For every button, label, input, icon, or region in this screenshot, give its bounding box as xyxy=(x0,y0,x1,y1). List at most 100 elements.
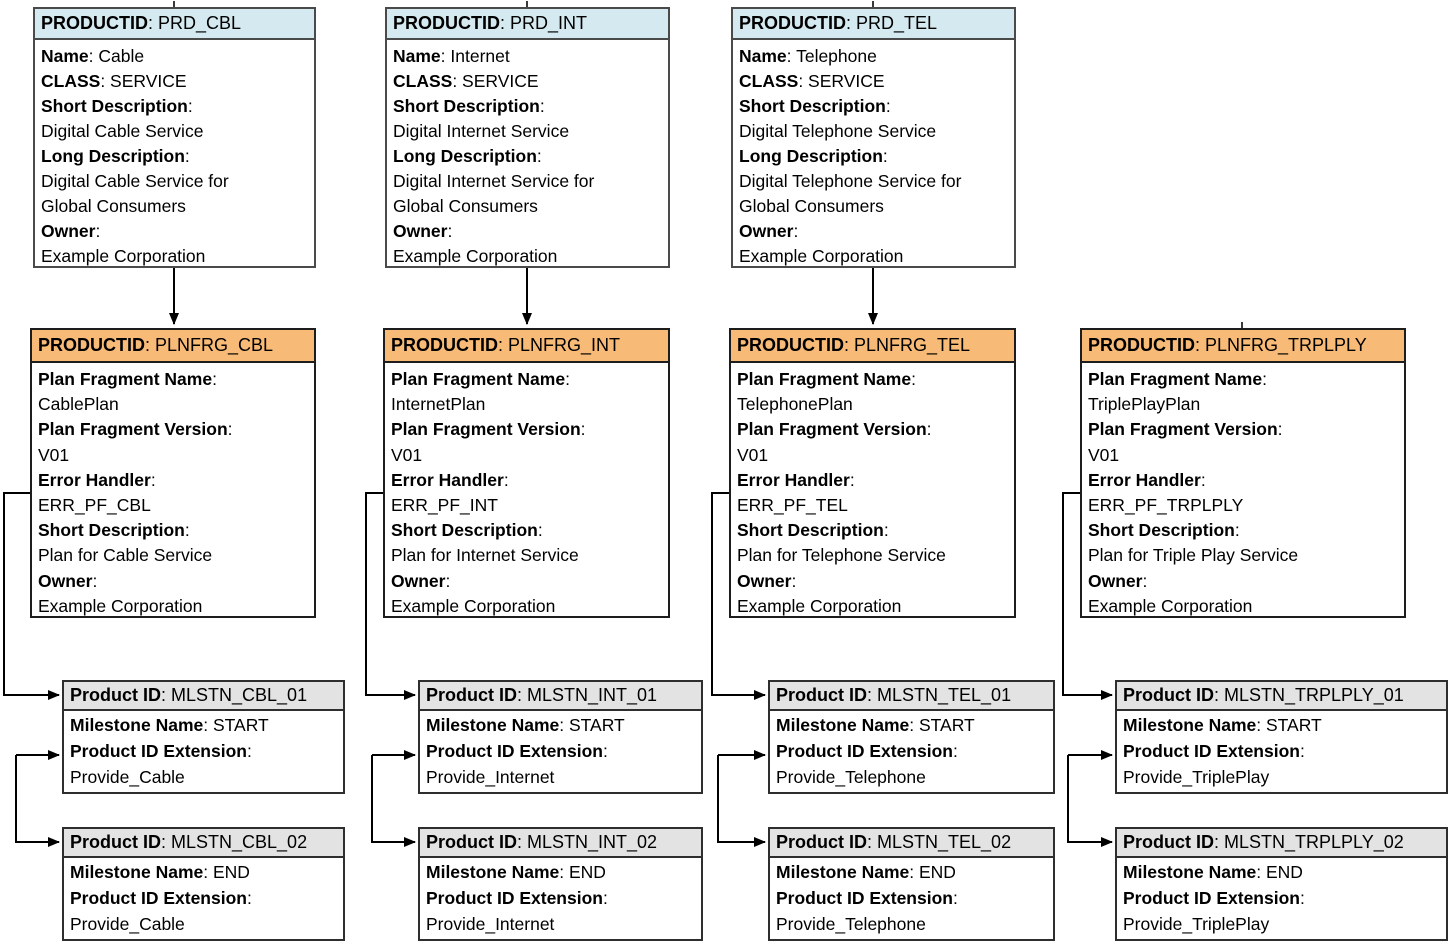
field-line: Long Description: xyxy=(739,144,1008,169)
field-value: Global Consumers xyxy=(41,196,186,216)
field-line: Milestone Name: START xyxy=(776,712,1047,738)
field-value: : PRD_TEL xyxy=(846,13,938,33)
field-value: Provide_Cable xyxy=(70,914,185,934)
field-label: Milestone Name xyxy=(776,715,910,735)
field-label: Error Handler xyxy=(391,469,504,490)
field-label: Owner xyxy=(393,221,448,241)
field-line: Plan Fragment Name: xyxy=(391,367,662,392)
field-value: : MLSTN_CBL_01 xyxy=(161,685,308,705)
field-line: Product ID Extension: xyxy=(1123,885,1440,911)
field-label: Product ID xyxy=(776,685,868,705)
field-value: Digital Telephone Service for xyxy=(739,171,962,191)
field-value: : END xyxy=(203,862,250,882)
milestone-header: Product ID: MLSTN_TRPLPLY_02 xyxy=(1117,829,1446,858)
field-line: Provide_Internet xyxy=(426,911,695,937)
milestone-box-mlstn-int-01: Product ID: MLSTN_INT_01 Milestone Name:… xyxy=(418,680,703,794)
field-line: Provide_Cable xyxy=(70,764,337,790)
field-value: Digital Cable Service for xyxy=(41,171,229,191)
field-value: : SERVICE xyxy=(452,71,539,91)
plan-fragment-box-plnfrg-int: PRODUCTID: PLNFRG_INT Plan Fragment Name… xyxy=(383,328,670,618)
field-value: : xyxy=(602,741,608,761)
field-value: : xyxy=(926,419,932,440)
field-label: Plan Fragment Name xyxy=(391,369,566,389)
field-value: : PLNFRG_INT xyxy=(498,335,621,355)
field-value: : MLSTN_INT_02 xyxy=(517,832,658,852)
field-label: Owner xyxy=(41,221,96,241)
field-value: Provide_Cable xyxy=(70,767,185,787)
field-label: Product ID Extension xyxy=(1123,888,1300,908)
field-line: Example Corporation xyxy=(38,594,308,619)
milestone-box-mlstn-cbl-01: Product ID: MLSTN_CBL_01 Milestone Name:… xyxy=(62,680,345,794)
field-value: : START xyxy=(559,715,625,735)
field-label: Milestone Name xyxy=(70,862,204,882)
field-line: Milestone Name: END xyxy=(70,859,337,885)
field-value: Example Corporation xyxy=(393,246,558,266)
field-value: : xyxy=(539,96,545,116)
field-label: PRODUCTID xyxy=(391,335,498,355)
field-label: Long Description xyxy=(739,146,883,166)
field-value: : END xyxy=(1256,862,1303,882)
field-line: Owner: xyxy=(391,569,662,594)
field-line: Name: Telephone xyxy=(739,44,1008,69)
field-line: Digital Internet Service for xyxy=(393,169,662,194)
field-value: : MLSTN_CBL_02 xyxy=(161,832,308,852)
field-label: Name xyxy=(41,46,89,66)
field-value: Digital Internet Service for xyxy=(393,171,595,191)
field-label: CLASS xyxy=(41,71,101,91)
field-line: Name: Cable xyxy=(41,44,308,69)
field-value: : xyxy=(911,369,916,389)
field-value: : xyxy=(883,520,889,541)
field-line: Milestone Name: END xyxy=(1123,859,1440,885)
field-label: Short Description xyxy=(391,520,538,541)
field-label: Plan Fragment Name xyxy=(1088,369,1263,389)
field-line: Product ID Extension: xyxy=(70,885,337,911)
field-line: Product ID Extension: xyxy=(426,738,695,764)
field-value: Plan for Triple Play Service xyxy=(1088,545,1299,566)
milestone-header: Product ID: MLSTN_INT_01 xyxy=(420,682,701,711)
field-line: V01 xyxy=(391,443,662,468)
field-value: Example Corporation xyxy=(739,246,904,266)
field-label: PRODUCTID xyxy=(393,13,500,33)
field-value: : xyxy=(503,469,509,490)
field-line: Example Corporation xyxy=(739,244,1008,269)
field-line: Owner: xyxy=(393,219,662,244)
field-line: ERR_PF_CBL xyxy=(38,493,308,518)
field-line: Provide_TriplePlay xyxy=(1123,764,1440,790)
field-label: PRODUCTID xyxy=(38,335,145,355)
field-label: Long Description xyxy=(41,146,185,166)
milestone-body: Milestone Name: END Product ID Extension… xyxy=(1117,858,1446,937)
field-value: ERR_PF_TRPLPLY xyxy=(1088,495,1244,516)
field-value: : PLNFRG_TRPLPLY xyxy=(1195,335,1367,355)
field-label: PRODUCTID xyxy=(41,13,148,33)
field-line: V01 xyxy=(737,443,1008,468)
field-label: Product ID Extension xyxy=(426,741,603,761)
field-value: Example Corporation xyxy=(391,595,556,616)
field-value: Provide_Internet xyxy=(426,767,555,787)
field-label: Product ID Extension xyxy=(776,888,953,908)
field-value: ERR_PF_INT xyxy=(391,495,498,516)
field-value: Digital Telephone Service xyxy=(739,121,937,141)
field-value: V01 xyxy=(38,444,70,465)
milestone-body: Milestone Name: START Product ID Extensi… xyxy=(64,711,343,790)
field-line: Provide_Telephone xyxy=(776,764,1047,790)
field-label: Short Description xyxy=(737,520,884,541)
plan-fragment-body: Plan Fragment Name: CablePlan Plan Fragm… xyxy=(32,363,314,619)
milestone-body: Milestone Name: END Product ID Extension… xyxy=(64,858,343,937)
field-label: Owner xyxy=(1088,570,1143,591)
product-body: Name: Cable CLASS: SERVICE Short Descrip… xyxy=(35,40,314,269)
field-label: Name xyxy=(393,46,441,66)
field-value: ERR_PF_CBL xyxy=(38,495,151,516)
field-line: Provide_Telephone xyxy=(776,911,1047,937)
milestone-header: Product ID: MLSTN_TEL_02 xyxy=(770,829,1053,858)
arrow-bracket-mlstn-int-02 xyxy=(371,755,416,847)
plan-fragment-header: PRODUCTID: PLNFRG_INT xyxy=(385,330,668,363)
field-value: : xyxy=(1299,741,1305,761)
field-line: Owner: xyxy=(1088,569,1398,594)
field-label: Product ID Extension xyxy=(426,888,603,908)
field-value: : END xyxy=(559,862,606,882)
plan-fragment-box-plnfrg-tel: PRODUCTID: PLNFRG_TEL Plan Fragment Name… xyxy=(729,328,1016,618)
plan-fragment-body: Plan Fragment Name: TelephonePlan Plan F… xyxy=(731,363,1014,619)
field-line: Milestone Name: START xyxy=(426,712,695,738)
milestone-body: Milestone Name: START Product ID Extensi… xyxy=(1117,711,1446,790)
